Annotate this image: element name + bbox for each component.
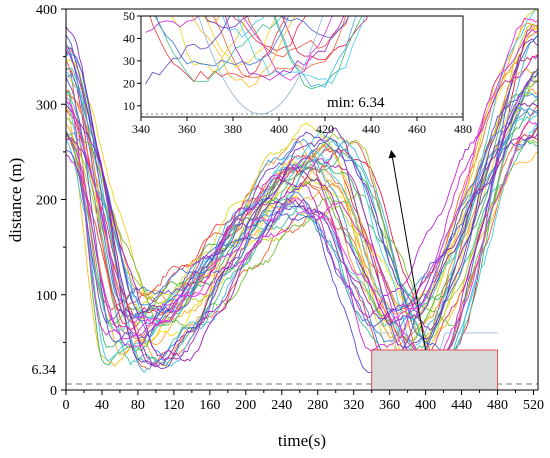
highlight-box [371, 349, 499, 391]
inset-series-line-13 [171, 16, 247, 75]
x-tick-label: 160 [199, 398, 220, 413]
inset-x-tick-label: 460 [408, 122, 426, 136]
series-line-32 [66, 47, 538, 348]
series-line-36 [66, 68, 538, 371]
inset-frame [140, 15, 464, 118]
series-line-28 [66, 44, 538, 365]
inset-x-tick-label: 340 [132, 122, 150, 136]
inset-x-tick-label: 380 [224, 122, 242, 136]
inset-chart: 340 360 380 400 420 440 460 480 10 20 30 40 50 min: … [123, 0, 472, 136]
inset-series-line-3 [149, 16, 286, 83]
main-axes: 0 40 80 120 160 200 240 280 320 360 400 440 480 520 0 1… [36, 3, 544, 413]
inset-x-tick-label: 400 [270, 122, 288, 136]
x-tick-label: 40 [95, 398, 109, 413]
x-tick-label: 0 [63, 398, 70, 413]
y-tick-label: 100 [36, 289, 57, 304]
inset-y-tick-label: 40 [123, 31, 135, 45]
series-line-27 [66, 73, 538, 356]
series-line-30 [66, 76, 538, 343]
series-line-34 [66, 51, 538, 368]
inset-y-tick-label: 10 [123, 99, 135, 113]
inset-series-line-39 [242, 16, 333, 81]
inset-series-line-15 [146, 0, 463, 7]
inset-series-line-25 [274, 16, 357, 88]
x-tick-label: 400 [415, 398, 436, 413]
inset-x-tick-label: 420 [316, 122, 334, 136]
inset-background [141, 16, 463, 117]
inset-axes: 340 360 380 400 420 440 460 480 10 20 30 40 50 [123, 9, 472, 136]
x-tick-label: 120 [163, 398, 184, 413]
inset-series-line-23 [237, 16, 366, 85]
y-tick-label: 300 [36, 98, 57, 113]
series-line-33 [66, 26, 538, 369]
x-tick-label: 240 [271, 398, 292, 413]
main-series-group [66, 9, 538, 385]
x-tick-label: 440 [451, 398, 472, 413]
series-line-37 [66, 54, 538, 337]
inset-x-tick-label: 480 [454, 122, 472, 136]
series-line-23 [66, 71, 538, 372]
inset-x-tick-label: 360 [178, 122, 196, 136]
inset-minimum-line [198, 16, 324, 115]
inset-series-line-14 [146, 0, 463, 6]
inset-series-line-2 [232, 16, 306, 52]
threshold-label: 6.34 [32, 363, 57, 378]
inset-y-tick-label: 30 [123, 54, 135, 68]
y-tick-label: 0 [50, 384, 57, 399]
series-line-38 [66, 28, 538, 352]
series-line-25 [66, 35, 538, 374]
series-line-20 [66, 67, 538, 371]
x-tick-label: 320 [343, 398, 364, 413]
x-tick-label: 480 [487, 398, 508, 413]
x-tick-label: 280 [307, 398, 328, 413]
inset-series-line-19 [273, 16, 363, 90]
series-line-19 [66, 70, 538, 374]
inset-series-line-20 [154, 16, 283, 82]
zoom-arrow [388, 149, 427, 351]
inset-y-tick-label: 50 [123, 9, 135, 23]
inset-series-group [145, 0, 463, 115]
series-line-26 [66, 93, 538, 314]
series-line-5 [66, 89, 538, 370]
x-tick-label: 520 [523, 398, 544, 413]
inset-series-line-1 [281, 16, 368, 61]
inset-x-tick-label: 440 [362, 122, 380, 136]
x-tick-label: 80 [131, 398, 145, 413]
series-line-39 [66, 96, 538, 371]
series-line-40 [66, 17, 538, 327]
inset-y-tick-label: 20 [123, 76, 135, 90]
series-line-22 [66, 114, 538, 332]
inset-series-line-28 [155, 16, 289, 67]
x-axis-title: time(s) [278, 431, 326, 450]
y-tick-label: 200 [36, 194, 57, 209]
y-tick-label: 400 [36, 3, 57, 18]
x-tick-label: 360 [379, 398, 400, 413]
inset-min-annotation: min: 6.34 [327, 95, 385, 111]
inset-series-line-31 [145, 16, 231, 85]
inset-series-line-29 [279, 16, 350, 39]
x-tick-label: 200 [235, 398, 256, 413]
series-line-15 [66, 133, 538, 340]
series-line-35 [66, 104, 538, 362]
inset-series-line-10 [191, 16, 296, 88]
y-axis-title: distance (m) [6, 158, 25, 243]
inset-series-line-4 [247, 16, 350, 58]
